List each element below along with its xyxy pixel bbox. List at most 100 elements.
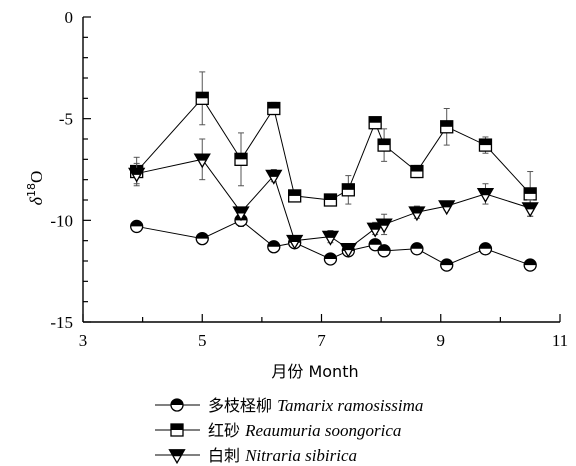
series-1 [130,71,537,217]
marker-fill [440,259,453,266]
marker-fill [288,189,301,196]
marker-fill [267,240,280,247]
legend: 多枝柽柳 Tamarix ramosissima 红砂 Reaumuria soo… [155,396,423,465]
marker-fill [287,235,303,242]
x-axis-title: 月份 Month [271,362,358,381]
data-point [375,218,393,234]
data-point [341,183,355,197]
data-point [377,244,391,258]
data-point [130,219,144,234]
data-point [440,258,454,272]
data-point [410,164,424,179]
data-point [476,188,495,204]
marker-fill [196,92,209,99]
marker-fill [524,187,537,194]
data-point [368,116,382,130]
data-point [195,91,209,105]
marker-fill [267,102,280,109]
data-point [366,222,384,238]
data-point [410,242,424,256]
legend-label-cn: 红砂 [208,421,245,440]
marker-fill [376,219,392,226]
marker-fill [342,183,355,190]
marker-fill [410,242,423,249]
marker-fill [477,188,493,196]
data-point [478,138,493,152]
marker-fill [324,194,337,200]
data-point [267,240,281,254]
data-point [408,206,426,222]
y-tick-label: -10 [50,211,73,230]
data-point [368,238,382,252]
legend-label-cn: 多枝柽柳 [208,396,277,415]
y-axis-title: δ18O [25,171,46,206]
x-tick-label: 9 [437,331,446,350]
marker-fill [324,252,337,259]
data-point [440,120,454,134]
legend-label-latin: Tamarix ramosissima [277,396,423,415]
y-tick-label: -15 [50,313,73,332]
data-point [288,189,302,203]
data-point [321,230,340,246]
marker-fill [439,200,455,208]
marker-fill [409,207,425,214]
data-point [478,242,493,256]
y-tick-label: -5 [59,110,73,129]
marker-fill [169,449,185,457]
data-point [267,101,281,116]
marker-fill [369,238,382,245]
legend-marker [170,398,184,412]
marker-fill [129,168,145,175]
y-axis-title-superscript: 18 [25,183,38,197]
legend-label: 红砂 Reaumuria soongorica [208,421,401,440]
series-layer [128,71,539,272]
legend-label: 多枝柽柳 Tamarix ramosissima [208,396,423,415]
marker-fill [410,165,423,172]
data-point [523,187,537,201]
y-tick-label: 0 [65,8,74,27]
marker-fill [378,244,391,251]
data-point [234,152,248,166]
data-point [232,206,250,222]
data-point [286,234,304,250]
y-axis-title-rest: O [27,171,46,183]
marker-fill [233,207,249,214]
marker-fill [524,259,537,266]
legend-marker [168,449,186,465]
series-0 [130,213,537,272]
x-tick-label: 5 [198,331,207,350]
x-tick-label: 11 [552,331,568,350]
marker-fill [340,243,356,251]
marker-fill [196,232,209,239]
data-point [195,231,209,246]
marker-fill [322,231,338,238]
series-line [136,97,531,201]
marker-fill [171,424,183,430]
axes: 0 -5 -10 -15 3 5 7 9 11 [50,8,568,350]
data-point [323,193,338,207]
y-axis-title-symbol: δ [26,196,46,205]
data-point [521,202,539,218]
marker-fill [235,153,248,160]
x-tick-label: 7 [317,331,326,350]
legend-entry-0: 多枝柽柳 Tamarix ramosissima [155,396,423,415]
marker-fill [479,242,492,249]
data-point [438,200,456,216]
marker-fill [440,120,453,127]
data-point [339,242,357,258]
marker-fill [378,139,391,146]
marker-fill [130,220,143,227]
legend-label-latin: Nitraria sibirica [244,446,357,465]
legend-label: 白刺 Nitraria sibirica [208,446,357,465]
marker-fill [367,223,383,230]
marker-fill [266,170,282,177]
data-point [323,252,338,266]
data-point [523,258,537,272]
legend-label-latin: Reaumuria soongorica [244,421,401,440]
data-point [193,153,211,169]
legend-marker [170,423,184,437]
marker-fill [194,154,210,161]
legend-entry-1: 红砂 Reaumuria soongorica [155,421,401,440]
legend-entry-2: 白刺 Nitraria sibirica [155,446,357,465]
